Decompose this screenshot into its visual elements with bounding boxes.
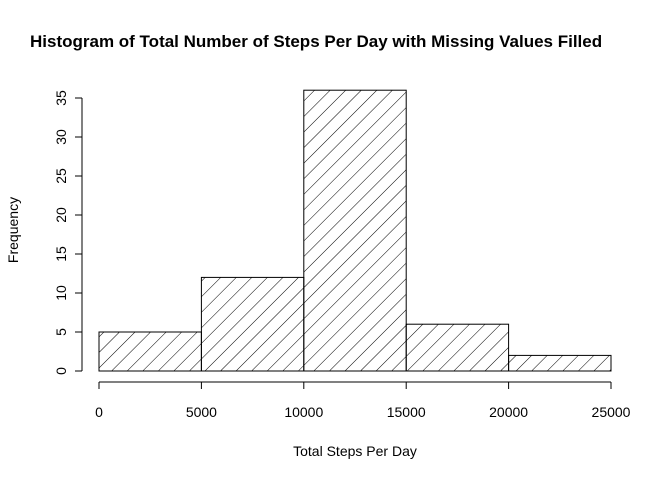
y-axis-label: Frequency: [5, 197, 21, 263]
y-tick-label: 10: [53, 285, 69, 301]
y-axis: 0 5 10 15 20 25 30 35: [53, 90, 83, 375]
y-tick-label: 5: [53, 328, 69, 336]
bars-group: [98, 89, 612, 372]
histogram-bar-3: [303, 89, 407, 372]
histogram-bar-2: [200, 276, 305, 372]
y-tick-label: 0: [53, 367, 69, 375]
histogram-bar-5: [508, 354, 612, 372]
y-tick-label: 15: [53, 246, 69, 262]
x-tick-label: 10000: [284, 404, 323, 420]
x-tick-label: 15000: [387, 404, 426, 420]
y-tick-label: 25: [53, 168, 69, 184]
x-tick-label: 0: [95, 404, 103, 420]
x-tick-label: 20000: [489, 404, 528, 420]
x-tick-label: 5000: [186, 404, 217, 420]
histogram-bar-1: [98, 331, 202, 372]
x-tick-label: 25000: [592, 404, 631, 420]
x-axis: 0 5000 10000 15000 20000 25000: [95, 381, 631, 420]
chart-title: Histogram of Total Number of Steps Per D…: [30, 32, 602, 51]
y-tick-label: 20: [53, 207, 69, 223]
y-tick-label: 30: [53, 129, 69, 145]
y-tick-label: 35: [53, 90, 69, 106]
x-axis-label: Total Steps Per Day: [293, 443, 417, 459]
histogram-bar-4: [405, 323, 510, 372]
